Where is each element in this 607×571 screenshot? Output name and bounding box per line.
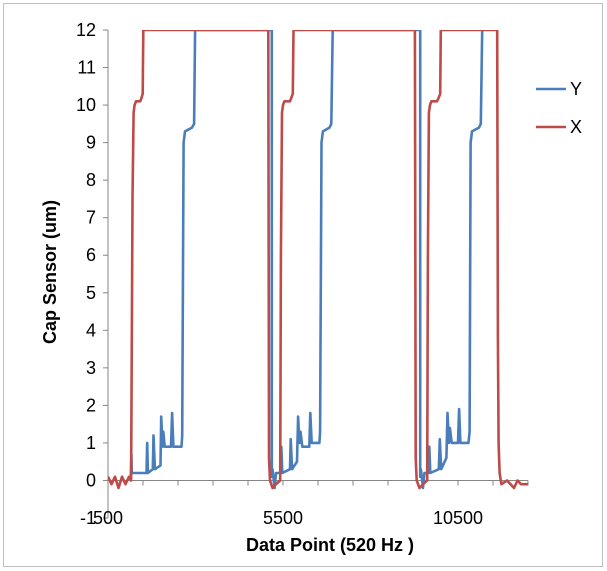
chart-frame <box>3 3 603 567</box>
y-axis-title: Cap Sensor (um) <box>40 200 60 344</box>
x-tick-label: 10500 <box>433 508 483 528</box>
y-tick-label: -1 <box>80 508 96 528</box>
series-line-y <box>129 30 484 490</box>
y-tick-label: 3 <box>86 358 96 378</box>
x-tick-label: 5500 <box>263 508 303 528</box>
y-tick-label: 2 <box>86 395 96 415</box>
y-tick-label: 1 <box>86 433 96 453</box>
legend-label-x: X <box>570 117 582 137</box>
y-tick-label: 5 <box>86 283 96 303</box>
y-tick-label: 0 <box>86 470 96 490</box>
y-tick-label: 9 <box>86 133 96 153</box>
legend-label-y: Y <box>570 79 582 99</box>
y-tick-label: 7 <box>86 208 96 228</box>
x-tick-label: 500 <box>93 508 123 528</box>
y-tick-label: 8 <box>86 170 96 190</box>
y-tick-label: 11 <box>77 58 96 78</box>
series-layer <box>108 30 528 490</box>
x-axis-title: Data Point (520 Hz ) <box>246 535 414 555</box>
legend: YX <box>536 79 582 137</box>
x-axis: 500 5500 10500 <box>93 479 529 528</box>
y-tick-label: 12 <box>76 20 96 40</box>
series-line-x <box>108 30 528 490</box>
y-tick-label: 10 <box>76 95 96 115</box>
y-tick-label: 4 <box>86 320 96 340</box>
y-tick-label: 6 <box>86 245 96 265</box>
